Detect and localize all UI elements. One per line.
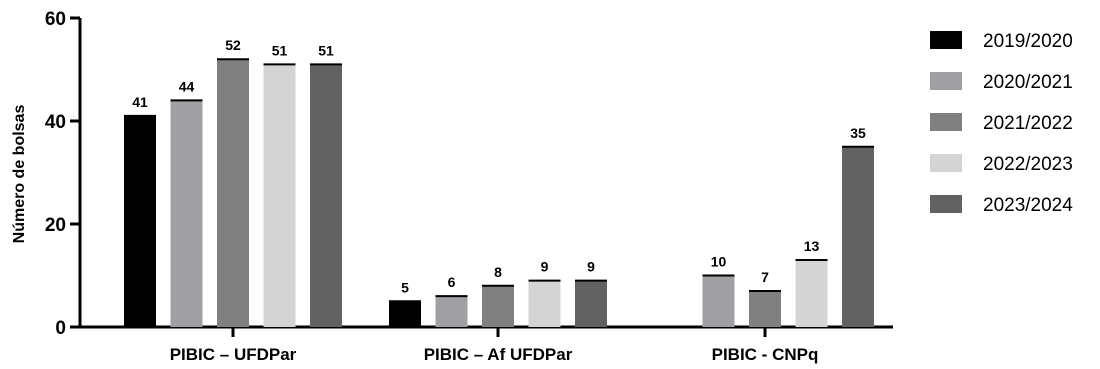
legend-swatch	[930, 113, 962, 131]
bar	[795, 260, 828, 327]
category-label: PIBIC - CNPq	[712, 345, 819, 364]
data-label: 5	[401, 279, 409, 295]
y-axis-title: Número de bolsas	[11, 105, 28, 244]
bar	[482, 285, 514, 327]
data-label: 35	[850, 125, 866, 141]
data-label: 10	[711, 254, 727, 270]
data-labels: 41 44 52 51 51 5 6 8 9 9 10 7 13 35	[132, 37, 866, 295]
bar	[842, 146, 874, 327]
data-label: 51	[318, 42, 334, 58]
bar	[124, 115, 156, 327]
data-label: 9	[587, 259, 595, 275]
bar	[310, 64, 342, 327]
category-labels: PIBIC – UFDPar PIBIC – Af UFDPar PIBIC - C…	[170, 345, 819, 364]
y-tick-label: 60	[45, 9, 66, 30]
bar	[435, 296, 468, 327]
bar	[749, 290, 781, 327]
legend: 2019/2020 2020/2021 2021/2022 2022/2023 2023…	[930, 31, 1073, 216]
y-tick-label: 20	[45, 215, 66, 236]
legend-label: 2019/2020	[983, 31, 1073, 52]
bars	[124, 58, 874, 328]
bar	[217, 59, 249, 327]
data-label: 8	[494, 264, 502, 280]
data-label: 9	[541, 259, 549, 275]
bar	[528, 280, 561, 327]
bar	[263, 64, 296, 327]
data-label: 6	[448, 274, 456, 290]
y-tick-label: 40	[45, 112, 66, 133]
data-label: 52	[225, 37, 241, 53]
legend-label: 2021/2022	[983, 113, 1073, 134]
bar	[389, 301, 421, 327]
bar	[575, 280, 607, 327]
data-label: 7	[761, 269, 769, 285]
legend-swatch	[930, 154, 962, 172]
category-label: PIBIC – UFDPar	[170, 345, 297, 364]
category-label: PIBIC – Af UFDPar	[424, 345, 573, 364]
legend-swatch	[930, 72, 962, 90]
data-label: 51	[272, 42, 288, 58]
bar	[702, 275, 735, 327]
legend-swatch	[930, 31, 962, 49]
y-tick-label: 0	[55, 318, 66, 339]
legend-label: 2023/2024	[983, 195, 1073, 216]
data-label: 44	[179, 78, 195, 94]
legend-label: 2022/2023	[983, 154, 1073, 175]
data-label: 41	[132, 94, 148, 110]
data-label: 13	[804, 238, 820, 254]
bar	[170, 100, 203, 328]
legend-swatch	[930, 195, 962, 213]
legend-label: 2020/2021	[983, 72, 1073, 93]
